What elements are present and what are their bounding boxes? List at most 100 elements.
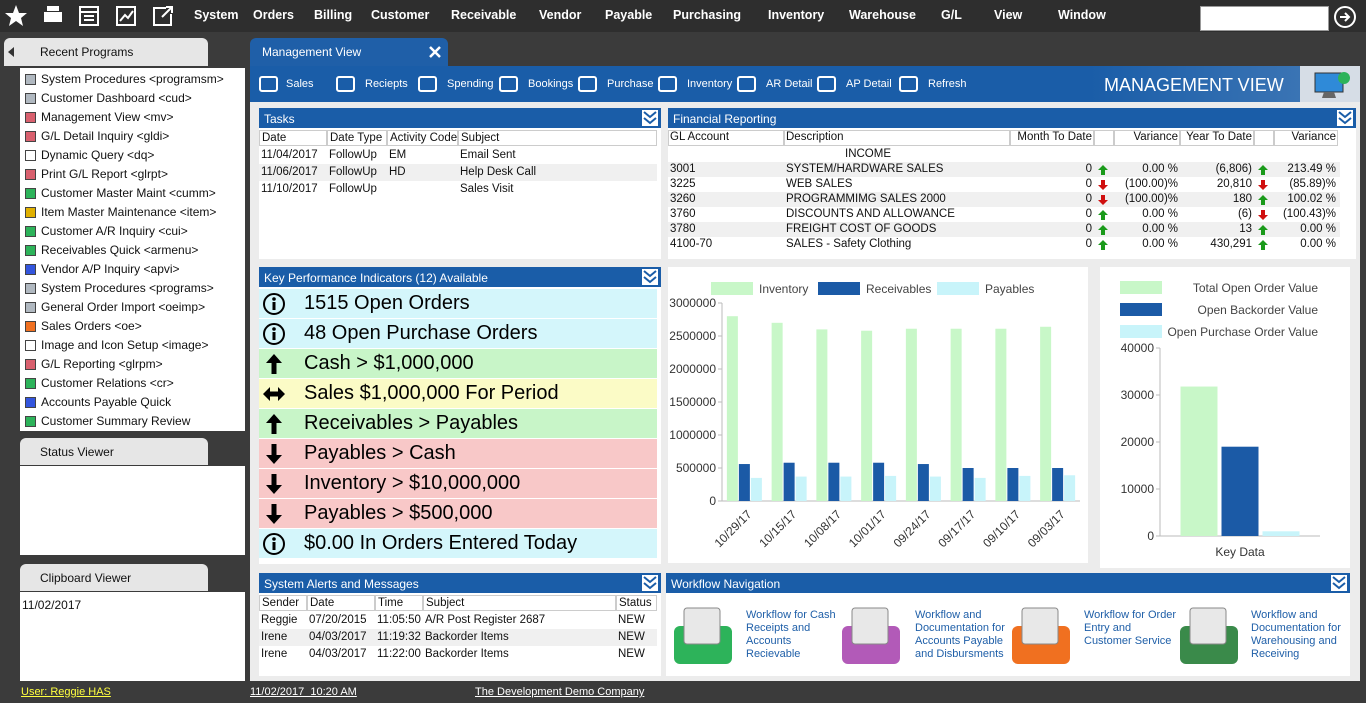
- collapse-chevron[interactable]: [1337, 110, 1353, 126]
- program-item[interactable]: Print G/L Report <glrpt>: [41, 167, 168, 181]
- toolbar-button[interactable]: AR Detail: [766, 78, 812, 90]
- program-color: [25, 416, 36, 427]
- financial-header-title: Financial Reporting: [673, 112, 776, 126]
- workflow-link[interactable]: Workflow for Order Entry and Customer Se…: [1084, 609, 1180, 648]
- table-cell: (100.00)%: [1116, 193, 1178, 205]
- y-tick-label: 30000: [1121, 388, 1155, 402]
- status-company: The Development Demo Company: [475, 686, 644, 698]
- tab-close[interactable]: [428, 45, 442, 59]
- x-tick-label: 10/29/17: [712, 507, 755, 550]
- program-item[interactable]: Sales Orders <oe>: [41, 319, 142, 333]
- toolbar-button[interactable]: Bookings: [528, 78, 573, 90]
- search-input[interactable]: [1200, 6, 1329, 31]
- collapse-chevron[interactable]: [642, 575, 658, 591]
- menu-item[interactable]: Inventory: [768, 8, 824, 22]
- menu-item[interactable]: Billing: [314, 8, 352, 22]
- workflow-icon[interactable]: [1178, 604, 1240, 666]
- collapse-chevron[interactable]: [1331, 575, 1347, 591]
- program-item[interactable]: System Procedures <programs>: [41, 281, 214, 295]
- program-item[interactable]: Customer Summary Review: [41, 414, 190, 428]
- program-item[interactable]: Vendor A/P Inquiry <apvi>: [41, 262, 180, 276]
- menu-item[interactable]: Payable: [605, 8, 652, 22]
- trend-glyph: [1258, 225, 1268, 235]
- menu-item[interactable]: Vendor: [539, 8, 581, 22]
- table-row: [259, 164, 657, 181]
- clipboard-content: 11/02/2017: [22, 598, 81, 612]
- info-stem: [273, 332, 276, 340]
- program-item[interactable]: Item Master Maintenance <item>: [41, 205, 216, 219]
- program-item[interactable]: Accounts Payable Quick: [41, 395, 171, 409]
- table-cell: Backorder Items: [425, 648, 509, 660]
- program-item[interactable]: Receivables Quick <armenu>: [41, 243, 198, 257]
- collapse-chevron[interactable]: [642, 110, 658, 126]
- go-button[interactable]: [1333, 5, 1357, 29]
- up-arrow: [266, 354, 282, 374]
- toolbar-button[interactable]: Sales: [286, 78, 314, 90]
- toolbar-button[interactable]: Reciepts: [365, 78, 408, 90]
- program-item[interactable]: Customer Master Maint <cumm>: [41, 186, 216, 200]
- y-tick-label: 500000: [676, 461, 716, 475]
- menu-item[interactable]: Orders: [253, 8, 294, 22]
- program-item[interactable]: G/L Detail Inquiry <gldi>: [41, 129, 169, 143]
- table-cell: 11/04/2017: [261, 149, 318, 161]
- y-tick-label: 3000000: [669, 296, 716, 310]
- toolbar-button[interactable]: Inventory: [687, 78, 732, 90]
- workflow-icon[interactable]: [840, 604, 902, 666]
- menu-item[interactable]: Purchasing: [673, 8, 741, 22]
- info-dot: [272, 327, 276, 331]
- column-header: Activity Code: [387, 130, 458, 146]
- program-color: [25, 188, 36, 199]
- y-tick-label: 0: [1147, 529, 1154, 543]
- x-tick-label: Key Data: [1215, 545, 1265, 559]
- collapse-chevron[interactable]: [642, 269, 658, 285]
- table-cell: (6,806): [1182, 163, 1252, 175]
- workflow-link[interactable]: Workflow and Documentation for Accounts …: [915, 609, 1011, 661]
- trend-arrow: [1257, 209, 1269, 221]
- column-header: GL Account: [670, 131, 782, 143]
- menu-item[interactable]: View: [994, 8, 1022, 22]
- section-label: INCOME: [845, 148, 891, 160]
- workflow-icon[interactable]: [672, 604, 734, 666]
- toolbar-button[interactable]: Purchase: [607, 78, 653, 90]
- menu-item[interactable]: System: [194, 8, 238, 22]
- menu-item[interactable]: Window: [1058, 8, 1106, 22]
- menu-item[interactable]: Customer: [371, 8, 429, 22]
- program-item[interactable]: Customer A/R Inquiry <cui>: [41, 224, 188, 238]
- toolbar-button[interactable]: AP Detail: [846, 78, 892, 90]
- down-arrow: [266, 444, 282, 464]
- menu-item[interactable]: Warehouse: [849, 8, 916, 22]
- bar: [1019, 476, 1030, 501]
- program-item[interactable]: Dynamic Query <dq>: [41, 148, 154, 162]
- workflow-link[interactable]: Workflow for Cash Receipts and Accounts …: [746, 609, 842, 661]
- program-item[interactable]: System Procedures <programsm>: [41, 72, 224, 86]
- table-cell: NEW: [618, 631, 645, 643]
- program-item[interactable]: Customer Dashboard <cud>: [41, 91, 192, 105]
- bar: [975, 478, 986, 501]
- legend-label: Receivables: [866, 282, 931, 296]
- toolbar-button[interactable]: Refresh: [928, 78, 967, 90]
- status-user[interactable]: User: Reggie HAS: [21, 686, 111, 698]
- workflow-icon[interactable]: [1010, 604, 1072, 666]
- table-cell: 04/03/2017: [309, 631, 367, 643]
- program-item[interactable]: General Order Import <oeimp>: [41, 300, 205, 314]
- x-tick-label: 10/15/17: [756, 507, 799, 550]
- menu-item[interactable]: G/L: [941, 8, 962, 22]
- toolbar-button[interactable]: Spending: [447, 78, 494, 90]
- program-item[interactable]: Image and Icon Setup <image>: [41, 338, 208, 352]
- column-header: Subject: [423, 595, 616, 611]
- table-cell: 0: [1012, 208, 1092, 220]
- table-cell: 11/06/2017: [261, 166, 318, 178]
- both-arrow: [263, 387, 285, 401]
- tasks-header-title: Tasks: [264, 112, 295, 126]
- program-item[interactable]: Management View <mv>: [41, 110, 174, 124]
- workflow-link[interactable]: Workflow and Documentation for Warehousi…: [1251, 609, 1347, 661]
- bar: [828, 463, 839, 501]
- menu-item[interactable]: Receivable: [451, 8, 516, 22]
- program-color: [25, 74, 36, 85]
- program-item[interactable]: G/L Reporting <glrpm>: [41, 357, 163, 371]
- table-cell: SYSTEM/HARDWARE SALES: [786, 163, 1008, 175]
- program-item[interactable]: Customer Relations <cr>: [41, 376, 174, 390]
- table-cell: (85.89)%: [1276, 178, 1336, 190]
- bar: [1181, 387, 1218, 536]
- info-dot: [272, 537, 276, 541]
